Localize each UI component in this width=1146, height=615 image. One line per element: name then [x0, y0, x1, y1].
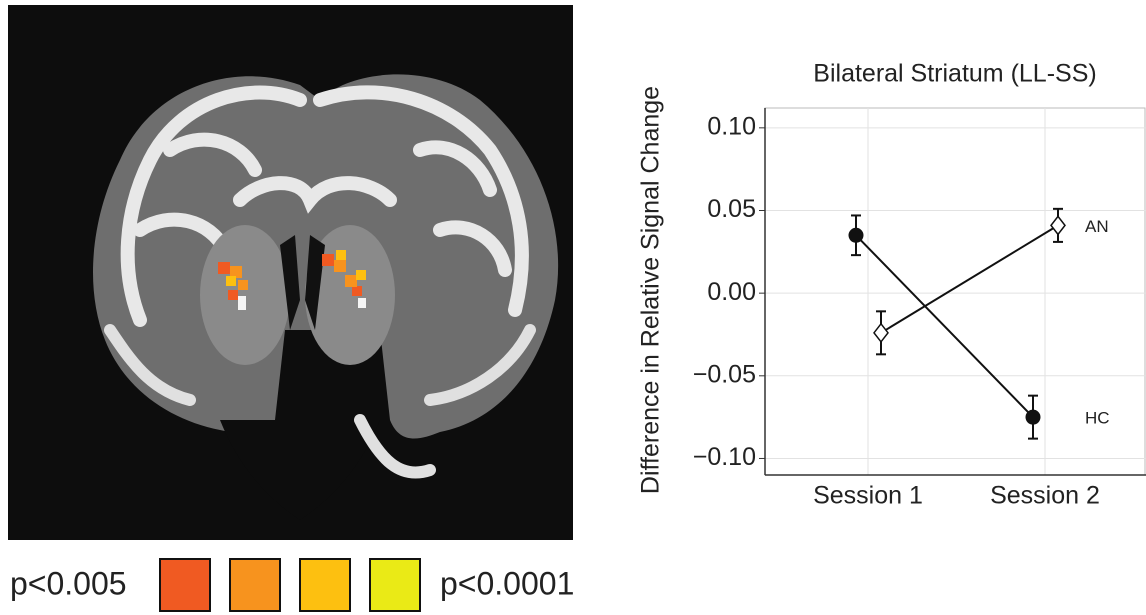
y-tick-label: 0.05	[707, 195, 756, 223]
x-tick-label: Session 2	[990, 482, 1100, 510]
colorbar-low-label: p<0.005	[10, 565, 127, 601]
colorbar-swatch	[160, 559, 210, 611]
brain-image	[8, 5, 573, 540]
y-tick-label: 0.00	[707, 278, 756, 306]
series-label: AN	[1085, 217, 1109, 236]
y-axis-label: Difference in Relative Signal Change	[637, 86, 665, 494]
chart-title: Bilateral Striatum (LL-SS)	[813, 60, 1096, 88]
y-tick-label: 0.10	[707, 112, 756, 140]
plot: −0.10 −0.05 0.00 0.05 0.10 Session 1 Session 2…	[693, 108, 1146, 510]
y-tick-label: −0.05	[693, 360, 756, 388]
colorbar-swatch	[370, 559, 420, 611]
figure-canvas: p<0.005 p<0.0001 Bilateral Striatum (LL-…	[0, 0, 1146, 615]
figure: p<0.005 p<0.0001 Bilateral Striatum (LL-…	[0, 0, 1146, 615]
colorbar	[160, 559, 420, 611]
data-point	[1026, 410, 1041, 425]
series-label: HC	[1085, 409, 1110, 428]
colorbar-high-label: p<0.0001	[440, 565, 574, 601]
colorbar-swatch	[300, 559, 350, 611]
y-tick-label: −0.10	[693, 443, 756, 471]
x-tick-label: Session 1	[813, 482, 923, 510]
data-point	[849, 228, 864, 243]
colorbar-swatch	[230, 559, 280, 611]
